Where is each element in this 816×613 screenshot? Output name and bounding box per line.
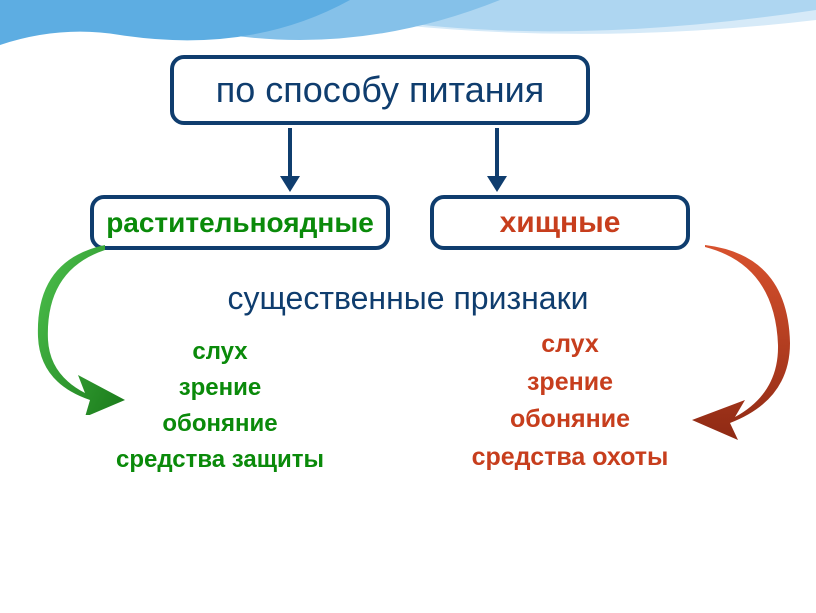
trait-left-0: слух [90,334,350,370]
left-branch-label: растительноядные [106,207,374,239]
traits-left: слух зрение обоняние средства защиты [90,334,350,478]
right-branch-box: хищные [430,195,690,250]
trait-left-2: обоняние [90,406,350,442]
arrow-down-right [495,128,499,178]
arrow-down-left [288,128,292,178]
trait-left-1: зрение [90,370,350,406]
traits-right: слух зрение обоняние средства охоты [440,326,700,476]
title-box: по способу питания [170,55,590,125]
arrow-down-left-head [280,176,300,192]
trait-left-3: средства защиты [90,442,350,478]
left-branch-box: растительноядные [90,195,390,250]
trait-right-2: обоняние [440,401,700,439]
title-text: по способу питания [216,69,544,111]
trait-right-0: слух [440,326,700,364]
trait-right-1: зрение [440,364,700,402]
right-branch-label: хищные [500,206,621,240]
trait-right-3: средства охоты [440,439,700,477]
arrow-down-right-head [487,176,507,192]
